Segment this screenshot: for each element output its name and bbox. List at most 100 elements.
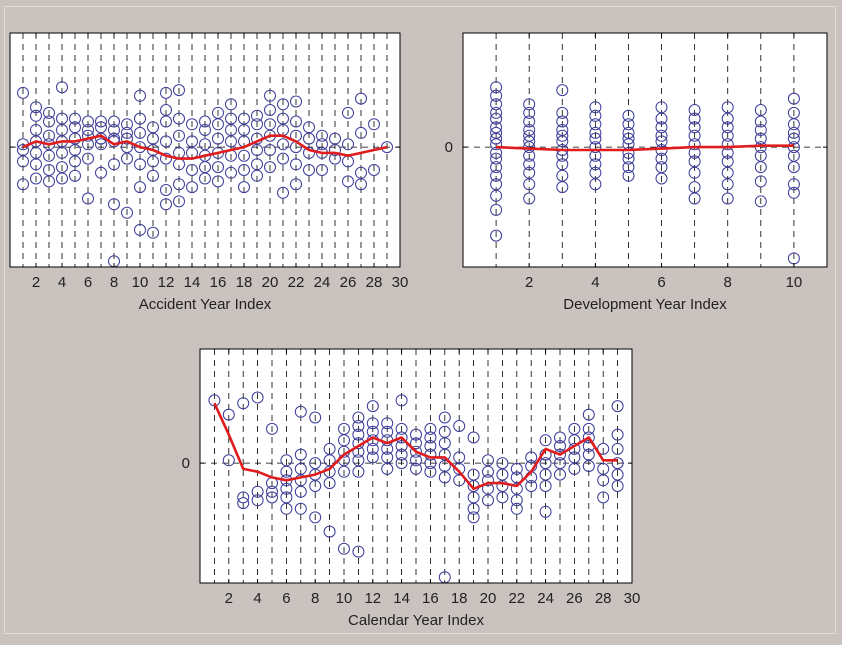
residual-point	[338, 465, 350, 478]
residual-point	[17, 155, 29, 168]
residual-point	[467, 431, 480, 444]
residual-point	[309, 480, 322, 492]
residual-point	[622, 152, 635, 165]
residual-point	[523, 149, 536, 162]
residual-point	[173, 112, 185, 125]
residual-point	[17, 178, 29, 191]
residual-point	[496, 491, 509, 504]
mean-residual-line	[213, 402, 618, 491]
x-tick-label: 8	[311, 590, 319, 607]
x-tick-label: 16	[210, 274, 227, 291]
x-tick-label: 24	[314, 274, 331, 291]
axes-frame	[9, 32, 401, 268]
residual-point	[366, 442, 379, 455]
residual-point	[43, 115, 55, 128]
residual-point	[490, 132, 503, 145]
residual-point	[482, 465, 494, 478]
residual-point	[134, 181, 146, 194]
residual-point	[134, 223, 146, 236]
residual-point	[280, 502, 293, 515]
residual-point	[523, 98, 536, 111]
x-tick-label: 2	[525, 274, 533, 291]
x-tick-label: 14	[393, 590, 410, 607]
residual-point	[225, 135, 237, 148]
residual-point	[556, 181, 569, 194]
residual-point	[186, 118, 198, 131]
residual-point	[490, 203, 503, 216]
residual-point	[309, 411, 322, 424]
residual-point	[309, 511, 322, 524]
residual-point	[754, 115, 767, 128]
x-tick-label: 4	[591, 274, 599, 291]
residual-point	[134, 126, 146, 139]
residual-point	[17, 86, 29, 99]
residual-point	[366, 451, 379, 464]
residual-point	[222, 408, 235, 421]
residual-point	[395, 431, 408, 444]
residual-point	[589, 132, 602, 145]
residual-point	[352, 420, 365, 432]
residual-point	[237, 491, 250, 504]
residual-point	[525, 451, 538, 464]
x-tick-label: 20	[262, 274, 279, 291]
residual-point	[453, 474, 466, 487]
panel-development-year: 2 4 6 8 10 0 Development Year Index	[445, 32, 828, 313]
residual-point	[523, 158, 536, 171]
residual-point	[290, 178, 302, 191]
residual-point	[467, 502, 480, 515]
residual-point	[556, 115, 569, 128]
residual-point	[721, 121, 734, 134]
residual-point	[554, 448, 566, 461]
residual-point	[251, 109, 263, 122]
residual-point	[212, 118, 224, 131]
residual-point	[108, 115, 120, 128]
residual-point	[290, 95, 302, 108]
residual-point	[222, 454, 235, 467]
residual-point	[199, 172, 211, 185]
residual-point	[424, 422, 437, 435]
x-tick-label: 20	[480, 590, 497, 607]
residual-point	[589, 109, 602, 122]
residual-point	[395, 422, 408, 435]
residual-point	[264, 161, 276, 174]
x-tick-label: 22	[288, 274, 305, 291]
residual-point	[147, 226, 159, 239]
residual-point	[294, 485, 307, 498]
residual-point	[225, 98, 237, 111]
residual-point	[43, 175, 55, 188]
residual-point	[556, 84, 569, 97]
y-tick-label: 0	[445, 139, 453, 156]
residual-point	[438, 471, 451, 484]
residual-point	[264, 89, 276, 102]
residual-point	[212, 175, 224, 188]
residual-point	[554, 431, 566, 444]
residual-point	[582, 460, 595, 472]
residual-point	[355, 126, 367, 139]
residual-point	[160, 115, 172, 128]
residual-point	[589, 126, 602, 139]
residual-point	[754, 175, 767, 188]
residual-point	[237, 397, 250, 410]
residual-point	[467, 511, 480, 524]
residual-point	[490, 138, 503, 151]
residual-point	[264, 104, 276, 116]
residual-point	[597, 491, 610, 504]
residual-point	[787, 132, 800, 145]
residual-point	[754, 161, 767, 174]
residual-point	[212, 132, 224, 145]
x-tick-label: 2	[225, 590, 233, 607]
residual-point	[490, 152, 503, 165]
residual-point	[238, 149, 250, 162]
residual-point	[294, 405, 307, 418]
residual-point	[199, 124, 211, 136]
residual-point	[688, 129, 701, 142]
x-tick-label: 26	[566, 590, 583, 607]
residual-point	[482, 494, 494, 507]
residual-point	[277, 186, 289, 199]
residual-point	[655, 121, 668, 134]
residual-point	[523, 135, 536, 148]
residual-point	[160, 152, 172, 165]
residual-point	[69, 169, 81, 182]
residual-point	[539, 480, 552, 492]
